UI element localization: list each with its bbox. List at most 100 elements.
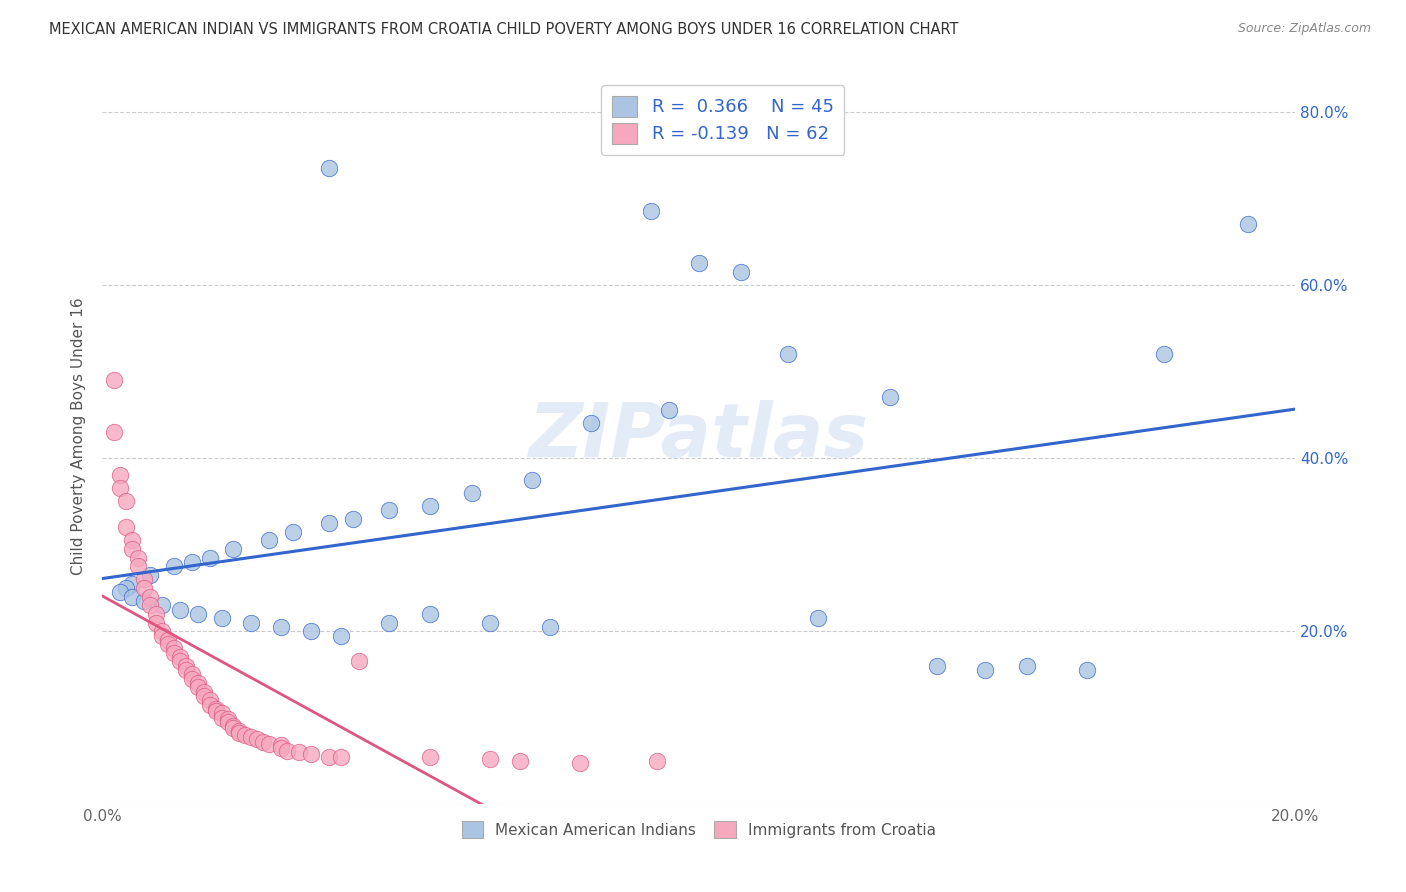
Point bbox=[121, 590, 143, 604]
Point bbox=[139, 590, 162, 604]
Point bbox=[103, 373, 125, 387]
Point bbox=[778, 347, 800, 361]
Text: MEXICAN AMERICAN INDIAN VS IMMIGRANTS FROM CROATIA CHILD POVERTY AMONG BOYS UNDE: MEXICAN AMERICAN INDIAN VS IMMIGRANTS FR… bbox=[49, 22, 959, 37]
Point bbox=[270, 741, 292, 756]
Point bbox=[150, 624, 173, 639]
Point bbox=[329, 628, 352, 642]
Point bbox=[121, 541, 143, 556]
Point bbox=[217, 715, 239, 730]
Point bbox=[193, 689, 215, 703]
Point bbox=[204, 702, 226, 716]
Point bbox=[222, 719, 245, 733]
Point bbox=[538, 620, 561, 634]
Point bbox=[132, 572, 155, 586]
Point bbox=[108, 481, 131, 495]
Point bbox=[174, 663, 197, 677]
Point bbox=[115, 520, 138, 534]
Point bbox=[730, 265, 752, 279]
Point bbox=[108, 585, 131, 599]
Point bbox=[581, 417, 603, 431]
Point bbox=[180, 667, 202, 681]
Point bbox=[156, 637, 179, 651]
Text: ZIPatlas: ZIPatlas bbox=[529, 400, 869, 473]
Point bbox=[217, 713, 239, 727]
Text: Source: ZipAtlas.com: Source: ZipAtlas.com bbox=[1237, 22, 1371, 36]
Point bbox=[568, 756, 591, 770]
Point bbox=[193, 685, 215, 699]
Point bbox=[658, 403, 681, 417]
Point bbox=[139, 598, 162, 612]
Point bbox=[198, 550, 221, 565]
Point bbox=[127, 559, 149, 574]
Point bbox=[169, 655, 191, 669]
Point bbox=[169, 602, 191, 616]
Point bbox=[169, 650, 191, 665]
Point bbox=[240, 730, 263, 744]
Legend: Mexican American Indians, Immigrants from Croatia: Mexican American Indians, Immigrants fro… bbox=[456, 814, 942, 845]
Point bbox=[879, 391, 901, 405]
Point bbox=[211, 706, 233, 721]
Point bbox=[927, 658, 949, 673]
Point bbox=[377, 615, 399, 630]
Point bbox=[198, 693, 221, 707]
Point bbox=[259, 533, 281, 548]
Point bbox=[132, 581, 155, 595]
Point bbox=[299, 624, 322, 639]
Point bbox=[419, 607, 441, 621]
Point bbox=[1153, 347, 1175, 361]
Point bbox=[127, 550, 149, 565]
Point bbox=[509, 754, 531, 768]
Point bbox=[419, 749, 441, 764]
Point bbox=[974, 663, 997, 677]
Point bbox=[228, 723, 250, 738]
Point bbox=[187, 676, 209, 690]
Point bbox=[281, 524, 304, 539]
Point bbox=[204, 704, 226, 718]
Point bbox=[252, 735, 274, 749]
Point bbox=[145, 607, 167, 621]
Point bbox=[150, 598, 173, 612]
Point bbox=[520, 473, 543, 487]
Point bbox=[211, 711, 233, 725]
Point bbox=[318, 161, 340, 175]
Point bbox=[377, 503, 399, 517]
Point bbox=[240, 615, 263, 630]
Point bbox=[180, 672, 202, 686]
Point bbox=[139, 568, 162, 582]
Point bbox=[198, 698, 221, 712]
Point bbox=[276, 744, 298, 758]
Point bbox=[318, 749, 340, 764]
Point bbox=[318, 516, 340, 530]
Point bbox=[688, 256, 710, 270]
Point bbox=[115, 494, 138, 508]
Point bbox=[329, 749, 352, 764]
Point bbox=[479, 752, 502, 766]
Point bbox=[1015, 658, 1038, 673]
Point bbox=[187, 681, 209, 695]
Point bbox=[640, 204, 662, 219]
Point bbox=[1236, 217, 1258, 231]
Point bbox=[645, 754, 668, 768]
Point bbox=[228, 726, 250, 740]
Point bbox=[342, 511, 364, 525]
Point bbox=[103, 425, 125, 439]
Point bbox=[479, 615, 502, 630]
Point bbox=[259, 737, 281, 751]
Point bbox=[156, 632, 179, 647]
Point bbox=[222, 721, 245, 735]
Point bbox=[145, 615, 167, 630]
Point bbox=[246, 732, 269, 747]
Point bbox=[419, 499, 441, 513]
Point bbox=[132, 594, 155, 608]
Point bbox=[347, 655, 370, 669]
Point bbox=[211, 611, 233, 625]
Point bbox=[121, 533, 143, 548]
Point bbox=[163, 646, 186, 660]
Point bbox=[270, 739, 292, 753]
Point bbox=[163, 559, 186, 574]
Point bbox=[222, 541, 245, 556]
Point bbox=[180, 555, 202, 569]
Point bbox=[121, 576, 143, 591]
Point bbox=[299, 747, 322, 761]
Point bbox=[187, 607, 209, 621]
